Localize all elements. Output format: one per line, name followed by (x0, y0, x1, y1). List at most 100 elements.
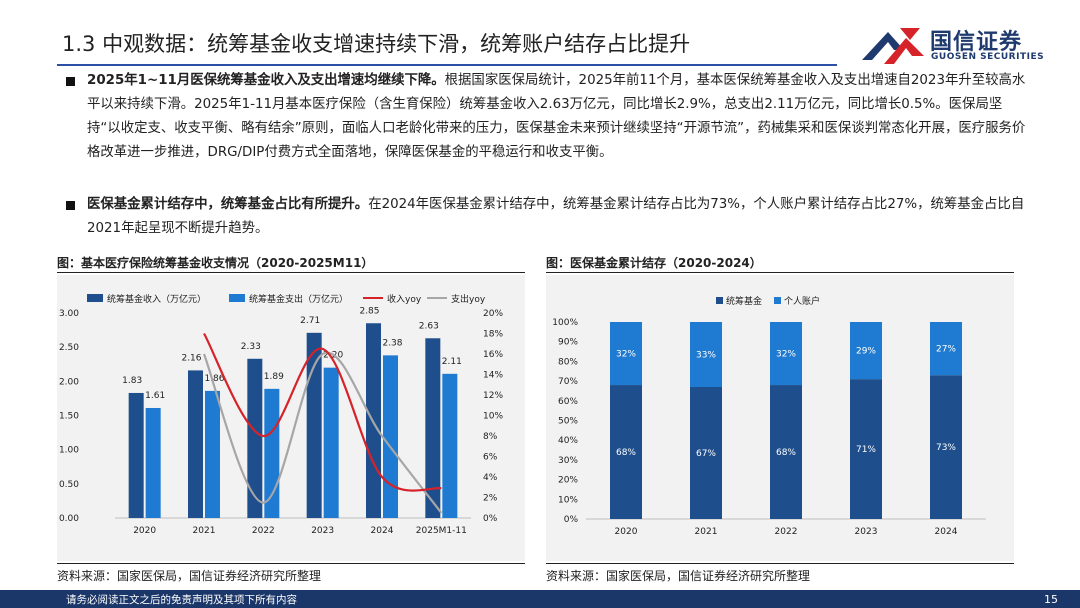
income-expense-chart: 统筹基金收入（万亿元） 统筹基金支出（万亿元） 收入yoy 支出yoy 0.00 0.50… (59, 293, 503, 536)
expense-data-label: 1.86 (204, 374, 224, 384)
y-tick-label: 80% (558, 357, 578, 367)
y-tick-label: 40% (558, 436, 578, 446)
y-right-tick-label: 20% (483, 309, 503, 319)
pooled-fund-data-label: 68% (616, 448, 636, 458)
right-source-rule (546, 563, 1014, 564)
bullet-paragraph-1: 2025年1~11月医保统筹基金收入及支出增速均继续下降。根据国家医保局统计，2… (66, 69, 1026, 165)
right-source-note: 资料来源：国家医保局，国信证券经济研究所整理 (546, 569, 811, 583)
bullet-square-icon (66, 201, 75, 210)
expense-bar (442, 373, 458, 518)
personal-account-data-label: 27% (936, 345, 956, 355)
expense-bar (205, 390, 220, 518)
income-bar (247, 358, 263, 518)
y-left-tick-label: 0.00 (59, 514, 79, 524)
legend-swatch-personal (774, 297, 781, 304)
pooled-fund-data-label: 71% (856, 445, 876, 455)
legend-label-0: 统筹基金收入（万亿元） (107, 293, 206, 305)
pooled-fund-data-label: 68% (776, 448, 796, 458)
income-data-label: 2.63 (419, 321, 439, 331)
logo-text-en: GUOSEN SECURITIES (931, 52, 1045, 62)
y-tick-label: 70% (558, 377, 578, 387)
personal-account-bar (610, 322, 642, 386)
expense-data-label: 2.11 (442, 357, 462, 367)
y-right-tick-label: 4% (483, 473, 498, 483)
expense-data-label: 1.89 (264, 372, 284, 382)
income-bar (128, 392, 144, 518)
fund-balance-chart: 统筹基金 个人账户 0% 10% 20% 30% 40% 50% 60% 70% 80% 90% 100… (552, 295, 986, 537)
income-data-label: 2.85 (359, 306, 379, 316)
pooled-fund-data-label: 73% (936, 443, 956, 453)
pooled-fund-bar (930, 375, 962, 519)
left-figure-title: 图：基本医疗保险统筹基金收支情况（2020-2025M11） (57, 256, 374, 270)
y-left-tick-label: 2.50 (59, 343, 79, 353)
personal-account-bar (770, 322, 802, 386)
x-tick-label: 2024 (371, 526, 394, 536)
personal-account-data-label: 29% (856, 347, 876, 357)
footer-bar: 请务必阅读正文之后的免责声明及其项下所有内容 15 (0, 590, 1080, 608)
legend-label-personal: 个人账户 (784, 295, 820, 307)
right-figure-title: 图：医保基金累计结存（2020-2024） (546, 256, 762, 270)
left-chart-panel: 统筹基金收入（万亿元） 统筹基金支出（万亿元） 收入yoy 支出yoy 0.00 0.50… (57, 275, 525, 561)
income-data-label: 1.83 (122, 376, 142, 386)
expense-bar (145, 407, 161, 518)
y-left-tick-label: 2.00 (59, 377, 79, 387)
income-bar (188, 370, 203, 518)
bullet-paragraph-2: 医保基金累计结存中，统筹基金占比有所提升。在2024年医保基金累计结存中，统筹基… (66, 193, 1026, 241)
legend-swatch-pooled (716, 297, 723, 304)
bullet-2-bold: 医保基金累计结存中，统筹基金占比有所提升。 (87, 197, 369, 212)
personal-account-bar (930, 322, 962, 376)
expense-data-label: 1.61 (145, 391, 165, 401)
y-tick-label: 50% (558, 417, 578, 427)
guosen-logo: 国信证券 GUOSEN SECURITIES (860, 20, 1070, 68)
y-right-tick-label: 8% (483, 432, 498, 442)
pooled-fund-bar (850, 379, 882, 519)
y-tick-label: 10% (558, 495, 578, 505)
y-left-tick-label: 0.50 (59, 480, 79, 490)
x-tick-label: 2022 (252, 526, 275, 536)
personal-account-bar (850, 322, 882, 380)
legend-swatch-1 (229, 294, 245, 302)
y-right-tick-label: 16% (483, 350, 503, 360)
y-right-tick-label: 2% (483, 494, 498, 504)
logo-text-cn: 国信证券 (930, 30, 1023, 55)
legend-label-pooled: 统筹基金 (726, 295, 762, 307)
personal-account-data-label: 32% (616, 350, 636, 360)
left-source-rule (57, 563, 525, 564)
expense-yoy-line (202, 351, 443, 514)
x-tick-label: 2022 (775, 527, 798, 537)
bullet-1-bold: 2025年1~11月医保统筹基金收入及支出增速均继续下降。 (87, 73, 445, 88)
right-chart-panel: 统筹基金 个人账户 0% 10% 20% 30% 40% 50% 60% 70% 80% 90% 100… (546, 275, 1014, 561)
left-figure-rule (57, 272, 525, 273)
y-right-tick-label: 12% (483, 391, 503, 401)
income-bar (306, 332, 322, 518)
x-tick-label: 2021 (193, 526, 216, 536)
pooled-fund-data-label: 67% (696, 449, 716, 459)
y-tick-label: 20% (558, 476, 578, 486)
x-tick-label: 2023 (311, 526, 334, 536)
x-tick-label: 2020 (615, 527, 638, 537)
bullet-square-icon (66, 77, 75, 86)
y-tick-label: 30% (558, 456, 578, 466)
pooled-fund-bar (690, 387, 722, 519)
disclaimer-note: 请务必阅读正文之后的免责声明及其项下所有内容 (66, 594, 297, 606)
y-right-tick-label: 6% (483, 453, 498, 463)
income-data-label: 2.71 (300, 316, 320, 326)
y-left-tick-label: 3.00 (59, 309, 79, 319)
y-right-tick-label: 10% (483, 412, 503, 422)
expense-data-label: 2.38 (382, 338, 402, 348)
legend-label-3: 支出yoy (451, 293, 486, 305)
y-tick-label: 90% (558, 338, 578, 348)
income-bar (425, 338, 441, 518)
x-tick-label: 2020 (133, 526, 156, 536)
guosen-logo-mark-icon (862, 28, 924, 64)
personal-account-data-label: 33% (696, 351, 716, 361)
left-source-note: 资料来源：国家医保局，国信证券经济研究所整理 (57, 569, 322, 583)
page-number: 15 (1044, 593, 1058, 606)
y-left-tick-label: 1.00 (59, 446, 79, 456)
legend-label-2: 收入yoy (387, 293, 422, 305)
legend-swatch-0 (87, 294, 103, 302)
y-left-tick-label: 1.50 (59, 412, 79, 422)
y-tick-label: 0% (564, 515, 579, 525)
pooled-fund-bar (610, 385, 642, 519)
x-tick-label: 2021 (695, 527, 718, 537)
